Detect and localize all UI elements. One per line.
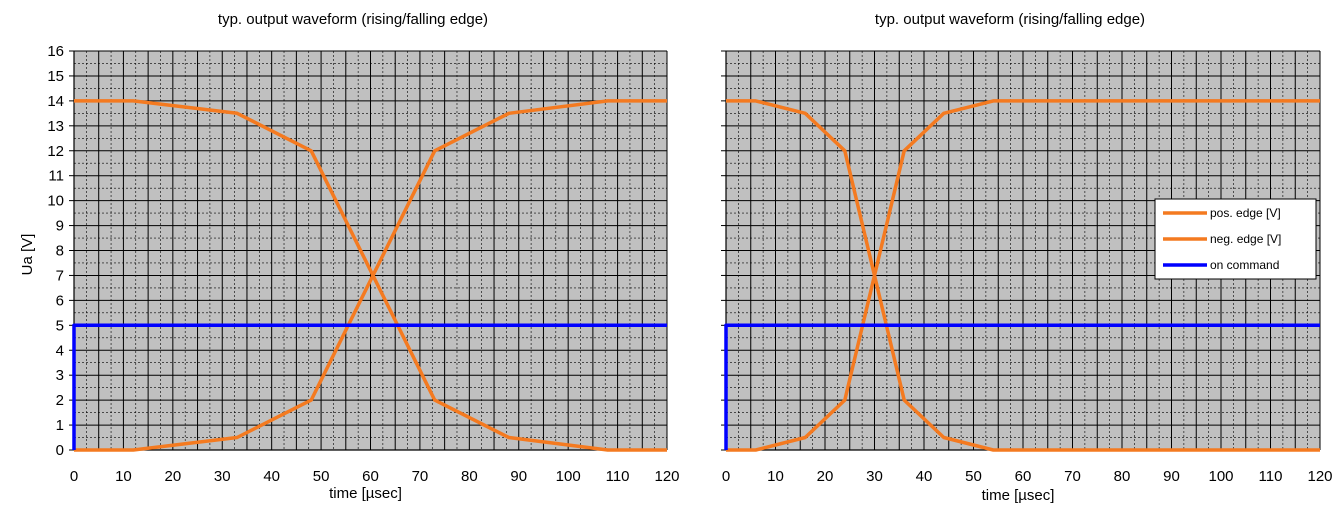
x-tick-label: 20 xyxy=(817,468,834,485)
x-tick-label: 30 xyxy=(214,468,231,485)
x-tick-label: 100 xyxy=(556,468,581,485)
y-tick-label: 2 xyxy=(56,392,64,409)
y-tick-label: 3 xyxy=(56,367,64,384)
x-tick-label: 0 xyxy=(70,468,78,485)
x-tick-label: 50 xyxy=(965,468,982,485)
y-tick-label: 9 xyxy=(56,218,64,235)
y-axis-label: Ua [V] xyxy=(19,234,36,276)
series-line-2 xyxy=(74,99,667,452)
x-tick-label: 80 xyxy=(1114,468,1131,485)
y-tick-label: 0 xyxy=(56,442,64,459)
legend-label: on command xyxy=(1210,258,1279,272)
series-line-3 xyxy=(72,323,667,450)
y-tick-label: 6 xyxy=(56,292,64,309)
chart-1: typ. output waveform (rising/falling edg… xyxy=(19,11,680,502)
x-tick-label: 10 xyxy=(115,468,132,485)
legend-label: pos. edge [V] xyxy=(1210,206,1281,220)
y-tick-label: 16 xyxy=(47,43,64,60)
x-tick-label: 40 xyxy=(916,468,933,485)
x-tick-label: 70 xyxy=(1064,468,1081,485)
x-tick-label: 70 xyxy=(412,468,429,485)
y-tick-label: 10 xyxy=(47,193,64,210)
x-tick-label: 90 xyxy=(1163,468,1180,485)
y-tick-label: 15 xyxy=(47,68,64,85)
y-tick-label: 13 xyxy=(47,118,64,135)
legend-label: neg. edge [V] xyxy=(1210,232,1281,246)
y-tick-label: 5 xyxy=(56,317,64,334)
y-tick-label: 4 xyxy=(56,342,64,359)
x-axis-label: time [µsec] xyxy=(982,487,1055,504)
x-tick-label: 60 xyxy=(362,468,379,485)
series-line-2 xyxy=(726,99,1320,452)
series-line-3 xyxy=(724,323,1320,450)
x-tick-label: 50 xyxy=(313,468,330,485)
chart-title: typ. output waveform (rising/falling edg… xyxy=(218,11,488,28)
x-tick-label: 110 xyxy=(1259,468,1283,485)
legend: pos. edge [V] neg. edge [V] on command xyxy=(1154,198,1317,280)
x-tick-label: 120 xyxy=(1307,468,1332,485)
x-tick-label: 90 xyxy=(510,468,527,485)
y-tick-label: 11 xyxy=(48,168,64,185)
chart-title: typ. output waveform (rising/falling edg… xyxy=(875,11,1145,28)
x-tick-label: 20 xyxy=(164,468,181,485)
x-axis-label: time [µsec] xyxy=(329,485,402,502)
x-tick-label: 100 xyxy=(1208,468,1233,485)
x-tick-label: 30 xyxy=(866,468,883,485)
x-tick-label: 10 xyxy=(767,468,784,485)
chart-2: typ. output waveform (rising/falling edg… xyxy=(721,11,1333,504)
x-tick-label: 60 xyxy=(1015,468,1032,485)
x-tick-label: 80 xyxy=(461,468,478,485)
y-tick-label: 7 xyxy=(56,267,64,284)
x-tick-label: 40 xyxy=(263,468,280,485)
y-tick-label: 8 xyxy=(56,243,64,260)
x-tick-label: 110 xyxy=(606,468,630,485)
y-tick-label: 1 xyxy=(56,417,64,434)
y-tick-label: 12 xyxy=(47,143,64,160)
y-tick-label: 14 xyxy=(47,93,64,110)
x-tick-label: 0 xyxy=(722,468,730,485)
x-tick-label: 120 xyxy=(654,468,679,485)
